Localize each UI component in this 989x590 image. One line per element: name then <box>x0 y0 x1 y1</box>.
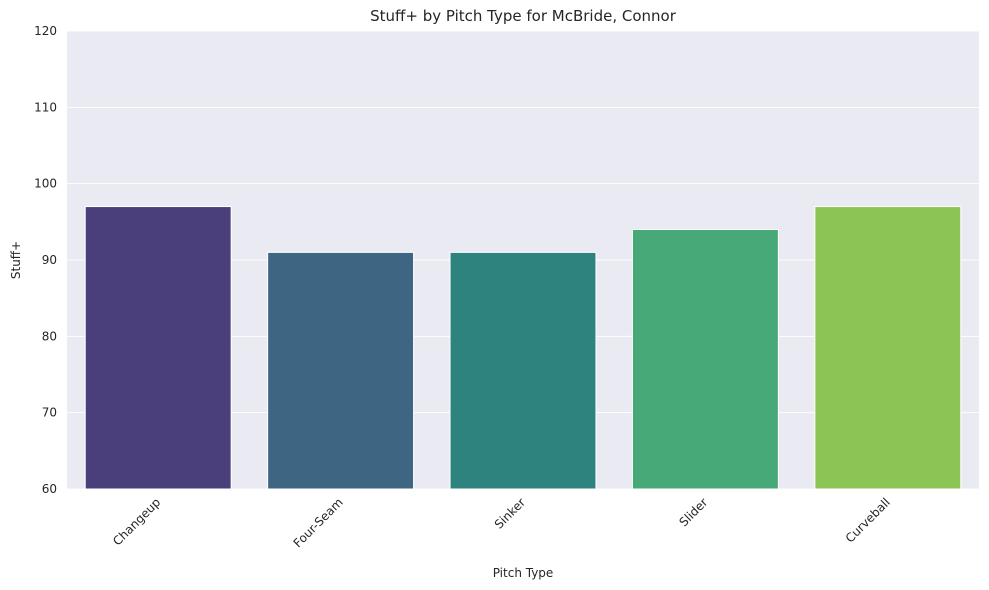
bars <box>84 206 962 490</box>
x-tick-label: Slider <box>676 495 710 529</box>
y-tick-label: 70 <box>42 406 57 420</box>
x-tick-label: Sinker <box>492 495 528 531</box>
y-tick-label: 80 <box>42 329 57 343</box>
y-tick-label: 60 <box>42 482 57 496</box>
x-axis-label: Pitch Type <box>493 566 554 580</box>
bar-changeup <box>84 206 232 490</box>
y-tick-labels: 60 70 80 90 100 110 120 <box>34 24 57 496</box>
x-tick-label: Four-Seam <box>291 495 346 550</box>
x-tick-label: Changeup <box>110 495 163 548</box>
bar-slider <box>631 228 779 490</box>
y-tick-label: 120 <box>34 24 57 38</box>
bar-curveball <box>814 206 962 490</box>
chart-title: Stuff+ by Pitch Type for McBride, Connor <box>370 7 677 25</box>
bar-four-seam <box>267 251 415 490</box>
y-tick-label: 110 <box>34 100 57 114</box>
y-tick-label: 100 <box>34 177 57 191</box>
y-tick-label: 90 <box>42 253 57 267</box>
x-tick-labels: Changeup Four-Seam Sinker Slider Curveball <box>110 495 893 550</box>
y-axis-label: Stuff+ <box>9 241 23 279</box>
x-tick-label: Curveball <box>843 495 893 545</box>
bar-sinker <box>449 251 597 490</box>
